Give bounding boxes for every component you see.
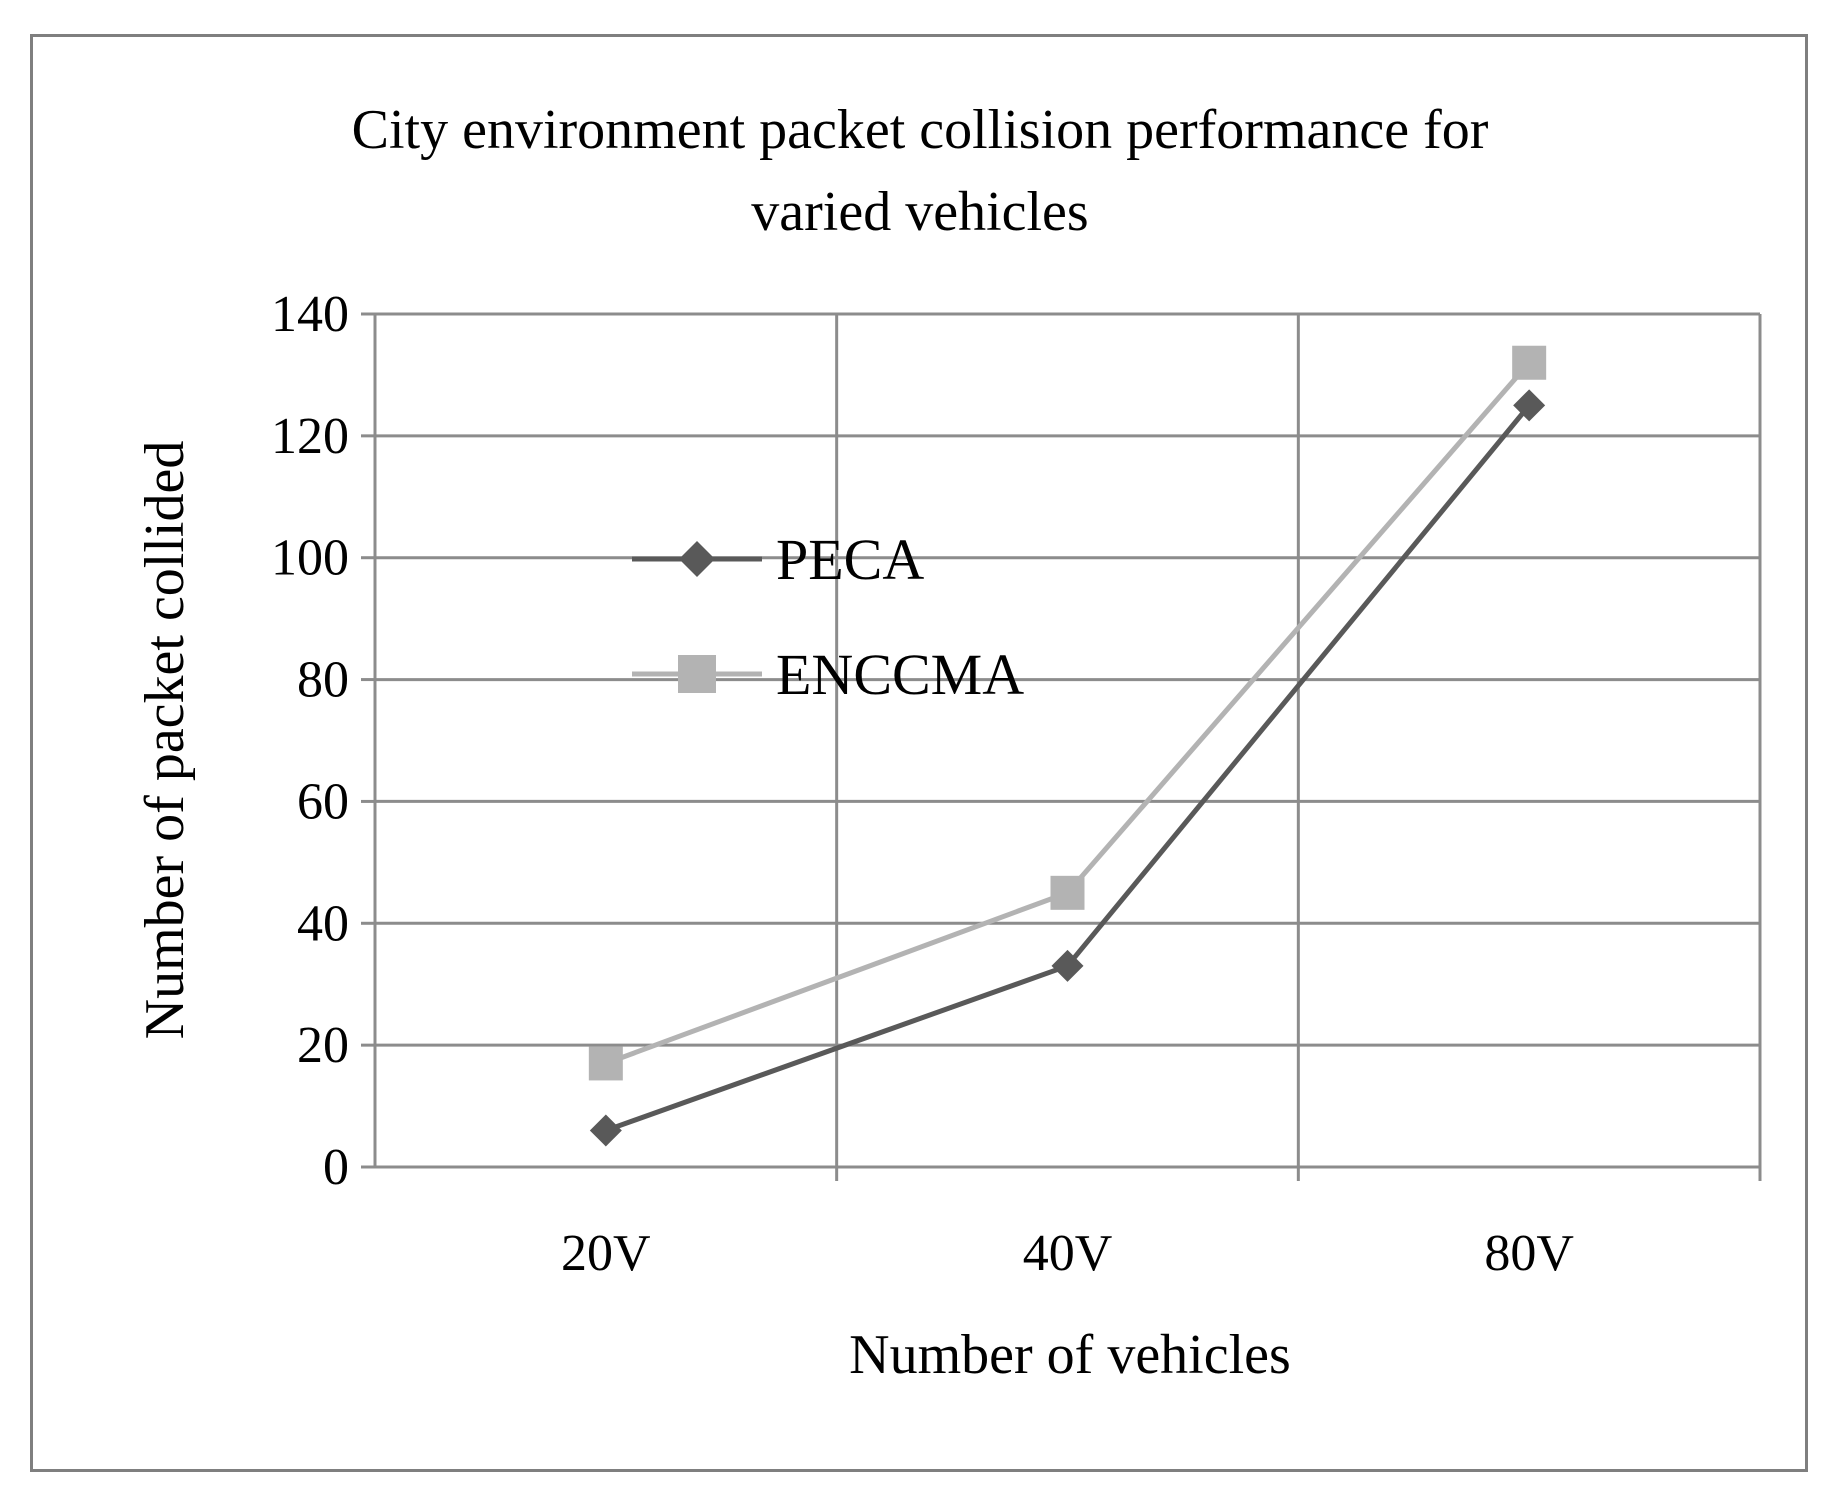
series-enccma xyxy=(588,345,1547,1081)
series-peca xyxy=(589,389,1546,1147)
y-tick-label: 20 xyxy=(297,1017,349,1074)
data-point-peca xyxy=(1513,389,1546,422)
series xyxy=(588,345,1547,1147)
legend-label-peca: PECA xyxy=(776,527,924,592)
y-axis-label: Number of packet collided xyxy=(134,441,196,1040)
y-tick-label: 0 xyxy=(323,1139,349,1196)
legend-label-enccma: ENCCMA xyxy=(776,642,1024,707)
chart-title-line-1: City environment packet collision perfor… xyxy=(352,99,1489,161)
legend: PECA ENCCMA xyxy=(632,527,1024,707)
legend-marker-enccma xyxy=(678,655,716,693)
series-line-peca xyxy=(604,403,1532,1133)
chart-frame xyxy=(30,34,1808,1472)
y-tick-label: 120 xyxy=(271,408,349,465)
x-tick-label: 80V xyxy=(1484,1225,1574,1282)
x-tick-label: 20V xyxy=(561,1225,651,1282)
tick-labels: 0 20 40 60 80 100 120 140 20V 40V 80V xyxy=(271,286,1574,1282)
data-point-enccma xyxy=(1050,875,1085,910)
y-tick-label: 40 xyxy=(297,895,349,952)
y-tick-label: 140 xyxy=(271,286,349,343)
legend-item-enccma: ENCCMA xyxy=(632,642,1024,707)
y-tick-label: 80 xyxy=(297,652,349,709)
data-point-peca xyxy=(589,1114,622,1147)
legend-marker-peca xyxy=(679,541,715,577)
gridlines xyxy=(361,312,1762,1181)
x-tick-label: 40V xyxy=(1023,1225,1113,1282)
x-axis-label: Number of vehicles xyxy=(849,1324,1291,1386)
data-point-peca xyxy=(1051,949,1084,982)
y-tick-label: 60 xyxy=(297,773,349,830)
data-point-enccma xyxy=(1512,345,1547,380)
chart-title-line-2: varied vehicles xyxy=(751,181,1088,243)
y-tick-label: 100 xyxy=(271,530,349,587)
data-point-enccma xyxy=(588,1046,623,1081)
legend-item-peca: PECA xyxy=(632,527,924,592)
